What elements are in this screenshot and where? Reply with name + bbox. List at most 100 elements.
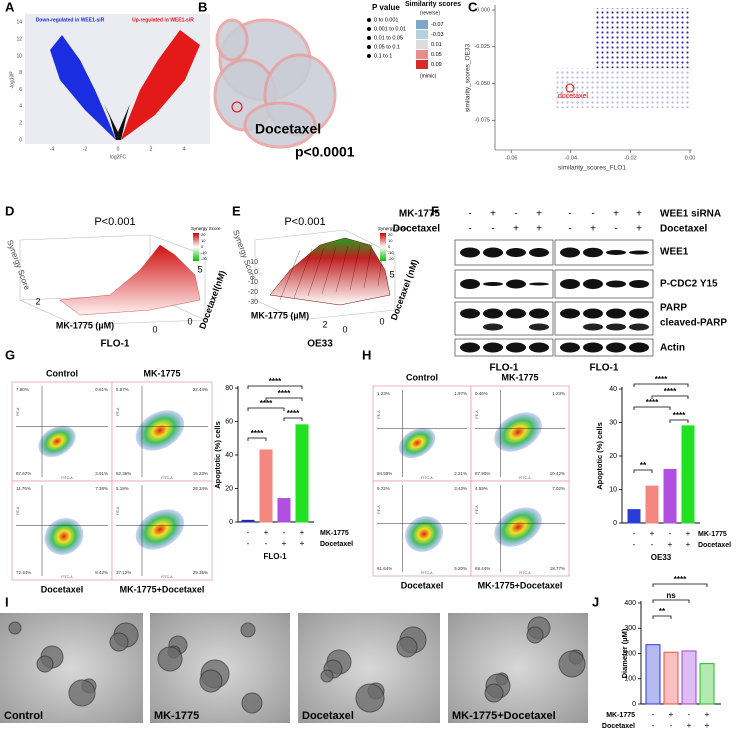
y-tick-label: 4 (19, 104, 22, 110)
row-name: Docetaxel (602, 723, 635, 730)
label: 0.1 to 1 (374, 53, 392, 59)
sign: + (264, 528, 269, 537)
quadrant-pct: 1.97% (454, 391, 467, 396)
y-tick-label: 12 (16, 37, 22, 43)
mesh-line (293, 248, 313, 299)
label: P value (372, 3, 400, 12)
y-tick-label: 0 (613, 520, 617, 527)
color-key (416, 30, 428, 39)
legend-bar (380, 233, 386, 261)
sig-bracket (633, 406, 671, 410)
dense-points (595, 8, 690, 68)
plot-title: Docetaxel (401, 580, 444, 590)
sign: + (650, 529, 655, 538)
label: - (614, 224, 617, 235)
bar (699, 663, 715, 705)
quadrant-pct: 29.35% (193, 570, 208, 575)
plot-title: MK-1775+Docetaxel (120, 584, 205, 594)
label: + (536, 209, 542, 220)
sig-label: ns (666, 591, 676, 600)
label: -10 (248, 279, 258, 286)
label: Synergy Score (191, 226, 221, 231)
frame (254, 229, 396, 321)
quadrant-pct: 22.44% (193, 387, 208, 392)
plot-title: Control (46, 368, 78, 378)
sign: - (633, 540, 636, 549)
y-tick-label: 200 (624, 650, 636, 657)
band (506, 248, 526, 257)
mesh-line (363, 243, 373, 289)
y-tick-label: 80 (225, 385, 233, 392)
sign: + (705, 721, 710, 730)
shape-key (367, 36, 371, 40)
band (529, 248, 549, 257)
label: 2 (35, 296, 40, 306)
bar (681, 650, 697, 705)
bar (663, 651, 679, 705)
organoid (199, 669, 223, 693)
y-tick-label: 6 (19, 87, 22, 93)
axis-label: PE-A (377, 410, 381, 419)
label: 0.01 (431, 42, 442, 48)
highlight (231, 101, 243, 113)
label: Synergy Score (378, 226, 408, 231)
shape-key (367, 18, 371, 22)
up-cloud (121, 30, 200, 140)
label: 10 (388, 238, 393, 243)
sign: - (247, 539, 250, 548)
panel-letter: D (5, 203, 14, 218)
band (583, 323, 603, 331)
down-cloud (50, 35, 116, 140)
shape-key (367, 27, 371, 31)
sign: - (633, 529, 636, 538)
band (629, 308, 649, 319)
quadrant-pct: 87.67% (16, 471, 31, 476)
label: -log10P (9, 71, 15, 89)
organoid (355, 683, 385, 713)
highlight (565, 83, 575, 93)
panel-letter: H (362, 347, 371, 362)
axis-label: PE-A (116, 506, 120, 515)
cluster (243, 101, 317, 149)
panel-letter: F (431, 203, 439, 218)
row-name: Docetaxel (698, 542, 731, 549)
bar (663, 468, 677, 524)
color-key (416, 60, 428, 69)
quadrant-pct: 5.18% (116, 486, 129, 491)
y-tick-label: 100 (624, 676, 636, 683)
label: + (590, 224, 596, 235)
organoid (484, 683, 504, 703)
shape-key (367, 45, 371, 49)
axis-label: FITC-A (161, 476, 173, 480)
band (629, 250, 649, 255)
axis-label: FITC-A (61, 575, 73, 579)
label: similarity_scores_OE33 (465, 43, 472, 112)
blot-frame (454, 338, 554, 357)
cell-line: OE33 (651, 553, 672, 562)
quadrant-pct: 2.21% (454, 471, 467, 476)
mesh-line (279, 249, 301, 301)
row-name: Docetaxel (320, 541, 353, 548)
label: 0.05 to 0.1 (374, 44, 400, 50)
y-title: Apoptotic (%) cells (213, 421, 222, 489)
band (483, 308, 503, 319)
row-name: MK-1775 (698, 531, 727, 538)
organoid (68, 679, 96, 707)
band (583, 308, 603, 319)
label: - (514, 209, 517, 220)
label: 0.001 to 0.01 (374, 26, 406, 32)
organoid (109, 632, 129, 652)
sign: - (670, 721, 673, 730)
color-key (416, 20, 428, 29)
panel-letter: E (232, 203, 241, 218)
sign: - (669, 529, 672, 538)
quadrant-pct: 9.72% (377, 486, 390, 491)
row-name: MK-1775 (606, 712, 635, 719)
band (629, 342, 649, 353)
label: 0 (379, 316, 384, 326)
quadrant-pct: 52.36% (116, 471, 131, 476)
sig-bracket (247, 385, 303, 389)
sig-bracket (652, 599, 690, 603)
drug-label: Docetaxel (255, 121, 321, 137)
